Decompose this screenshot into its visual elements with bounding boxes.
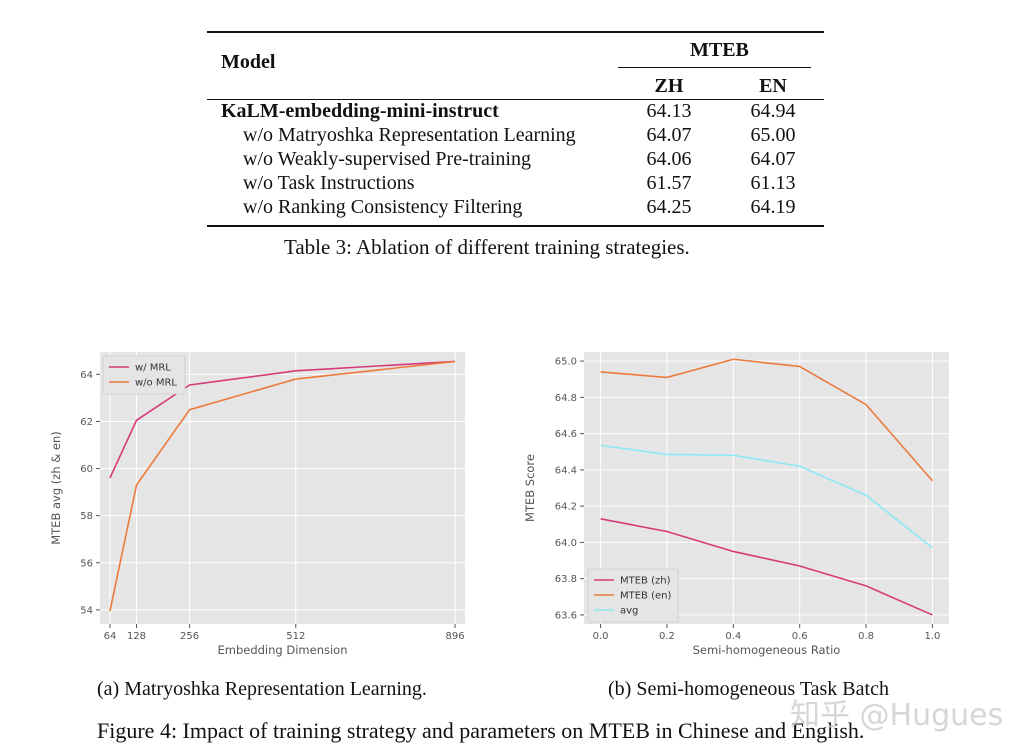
x-axis-label: Semi-homogeneous Ratio (693, 643, 841, 657)
x-tick-label: 512 (286, 631, 305, 642)
series-line-mteb-zh (600, 518, 933, 616)
table-top-rule (207, 31, 824, 33)
row-label: w/o Task Instructions (243, 172, 415, 194)
x-tick-label: 0.0 (593, 631, 609, 642)
table-caption: Table 3: Ablation of different training … (284, 235, 690, 259)
subcaption-b: (b) Semi-homogeneous Task Batch (608, 678, 889, 700)
series-line-mteb-en (600, 358, 934, 482)
y-tick-label: 64.6 (555, 429, 577, 440)
legend-label: w/ MRL (135, 363, 171, 374)
figure-caption: Figure 4: Impact of training strategy an… (97, 718, 865, 743)
y-axis-label: MTEB Score (523, 454, 537, 522)
legend-box (102, 355, 186, 395)
row-en: 64.07 (750, 148, 796, 170)
row-zh: 64.07 (646, 124, 692, 146)
y-tick-label: 64 (80, 370, 93, 381)
y-tick-label: 64.4 (555, 465, 577, 476)
y-tick-label: 64.0 (555, 538, 577, 549)
x-tick-label: 0.6 (792, 631, 808, 642)
mrl-line-chart: 54 56 58 60 62 64 64 128 256 512 896 Embedding Dime… (49, 352, 465, 657)
table-bottom-rule (207, 225, 824, 227)
series-line-w-o-mrl (109, 360, 456, 612)
plot-area (100, 352, 465, 624)
series-line-w-mrl (109, 360, 456, 479)
y-tick-label: 56 (80, 558, 93, 569)
row-zh: 61.57 (646, 172, 692, 194)
x-tick-label: 0.4 (725, 631, 741, 642)
y-tick-label: 58 (80, 511, 93, 522)
subcaption-a: (a) Matryoshka Representation Learning. (97, 678, 427, 700)
row-zh: 64.06 (646, 148, 692, 170)
x-tick-label: 896 (445, 631, 464, 642)
row-en: 65.00 (750, 124, 796, 146)
legend: MTEB (zh) MTEB (en) avg (587, 568, 679, 623)
legend-label: MTEB (en) (620, 591, 671, 602)
row-label: w/o Ranking Consistency Filtering (243, 196, 523, 218)
x-tick-label: 0.8 (858, 631, 874, 642)
row-en: 64.94 (750, 100, 796, 122)
x-tick-label: 64 (104, 631, 117, 642)
semi-homogeneous-line-chart: 63.6 63.8 64.0 64.2 64.4 64.6 64.8 65.0 0.0 0.2 0.… (523, 352, 949, 657)
y-tick-label: 63.8 (555, 574, 577, 585)
table-header-en: EN (759, 75, 787, 97)
legend: w/ MRL w/o MRL (102, 355, 186, 395)
row-label: w/o Weakly-supervised Pre-training (243, 148, 531, 170)
y-tick-label: 62 (80, 417, 93, 428)
row-label: KaLM-embedding-mini-instruct (221, 100, 499, 122)
x-tick-label: 0.2 (659, 631, 675, 642)
y-tick-label: 60 (80, 464, 93, 475)
watermark: 知乎 @Hugues (790, 698, 1004, 733)
x-tick-label: 1.0 (924, 631, 940, 642)
table-header-zh: ZH (654, 75, 684, 97)
legend-box (587, 568, 679, 623)
y-tick-label: 64.2 (555, 502, 577, 513)
y-tick-label: 65.0 (555, 357, 577, 368)
table-header-group: MTEB (690, 39, 749, 61)
row-zh: 64.25 (646, 196, 692, 218)
table-header-model: Model (221, 51, 276, 73)
legend-label: w/o MRL (135, 378, 177, 389)
y-tick-label: 54 (80, 605, 93, 616)
series-line-avg (600, 444, 933, 549)
y-axis-label: MTEB avg (zh & en) (49, 431, 63, 545)
y-tick-label: 63.6 (555, 610, 577, 621)
row-en: 61.13 (750, 172, 796, 194)
legend-label: MTEB (zh) (620, 576, 671, 587)
x-axis-label: Embedding Dimension (217, 643, 347, 657)
row-zh: 64.13 (646, 100, 692, 122)
row-en: 64.19 (750, 196, 796, 218)
y-tick-label: 64.8 (555, 393, 577, 404)
row-label: w/o Matryoshka Representation Learning (243, 124, 576, 146)
legend-label: avg (620, 606, 638, 617)
table-group-rule (618, 67, 811, 68)
table-mid-rule (207, 99, 824, 100)
x-tick-label: 256 (180, 631, 199, 642)
x-tick-label: 128 (127, 631, 146, 642)
